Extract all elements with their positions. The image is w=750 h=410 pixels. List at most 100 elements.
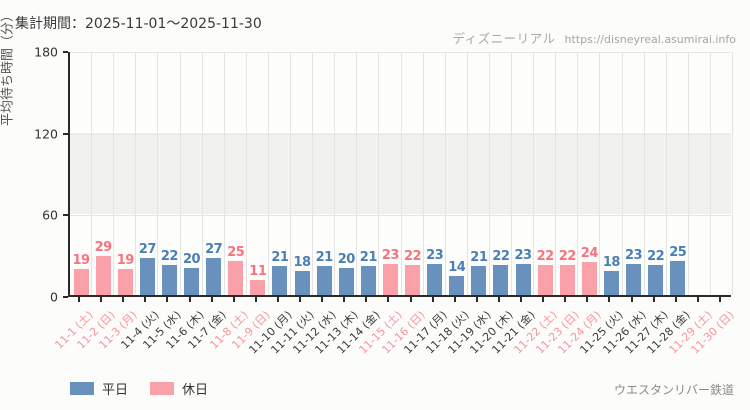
bar-11-11 (火)[interactable] bbox=[294, 270, 310, 295]
x-axis: 11-1 (土) 11-2 (日) 11-3 (月) 11-4 (火) 11-5 (水)… bbox=[52, 297, 737, 369]
bar-value: 21 bbox=[470, 250, 488, 266]
bar-11-1 (土)[interactable] bbox=[73, 269, 89, 295]
bar-11-4 (火)[interactable] bbox=[139, 258, 155, 295]
x-tick-mark bbox=[696, 297, 699, 302]
x-tick-mark bbox=[122, 297, 125, 302]
x-tick-mark bbox=[100, 297, 103, 302]
bar-value: 20 bbox=[183, 251, 201, 267]
bar-value: 22 bbox=[160, 249, 179, 265]
gridline-vertical bbox=[555, 52, 557, 295]
bar-11-12 (水)[interactable] bbox=[316, 266, 332, 295]
gridline-horizontal bbox=[70, 133, 731, 135]
report-period-title: 集計期間：2025-11-01～2025-11-30 bbox=[15, 16, 262, 32]
bar-value: 21 bbox=[315, 250, 334, 266]
legend-label: 休日 bbox=[182, 383, 209, 398]
bar-11-14 (金)[interactable] bbox=[360, 266, 376, 295]
x-tick-mark bbox=[431, 297, 434, 302]
legend-item-weekday[interactable]: 平日 bbox=[70, 379, 128, 398]
x-tick-mark bbox=[564, 297, 567, 302]
bar-value: 24 bbox=[580, 246, 599, 262]
bar-value: 25 bbox=[227, 244, 245, 260]
bar-value: 22 bbox=[647, 249, 665, 265]
bar-11-23 (日)[interactable] bbox=[559, 265, 575, 295]
watermark: ディズニーリアル https://disneyreal.asumirai.inf… bbox=[452, 28, 736, 47]
x-tick-mark bbox=[652, 297, 655, 302]
bar-value: 29 bbox=[94, 239, 113, 255]
watermark-brand: ディズニーリアル bbox=[452, 31, 556, 46]
gridline-vertical bbox=[444, 52, 446, 295]
x-tick-mark bbox=[210, 297, 213, 302]
y-tick-label: 180 bbox=[34, 44, 58, 60]
bar-value: 21 bbox=[359, 250, 378, 266]
x-tick-mark bbox=[188, 297, 191, 302]
bar-11-15 (土)[interactable] bbox=[382, 263, 398, 295]
legend-swatch-weekday bbox=[70, 382, 94, 395]
bar-11-20 (木)[interactable] bbox=[493, 265, 509, 295]
y-tick-mark bbox=[63, 51, 68, 53]
legend-item-holiday[interactable]: 休日 bbox=[150, 379, 208, 398]
bar-11-8 (土)[interactable] bbox=[228, 260, 244, 295]
x-tick-mark bbox=[166, 297, 169, 302]
gridline-vertical bbox=[356, 52, 358, 295]
x-tick-mark bbox=[409, 297, 412, 302]
x-tick-mark bbox=[78, 297, 81, 302]
x-tick-mark bbox=[475, 297, 478, 302]
gridline-vertical bbox=[157, 52, 159, 295]
bar-value: 20 bbox=[337, 251, 356, 267]
gridline-vertical bbox=[290, 52, 291, 295]
gridline-vertical bbox=[91, 52, 93, 295]
bar-11-19 (水)[interactable] bbox=[471, 266, 487, 295]
gridline-vertical bbox=[179, 52, 181, 295]
bar-value: 23 bbox=[426, 247, 444, 263]
gridline-vertical bbox=[334, 52, 336, 295]
x-tick-mark bbox=[674, 297, 677, 302]
x-tick-mark bbox=[276, 297, 279, 302]
x-tick-mark bbox=[453, 297, 456, 302]
gridline-vertical bbox=[511, 52, 512, 295]
bar-11-22 (土)[interactable] bbox=[537, 265, 553, 295]
bar-11-5 (水)[interactable] bbox=[161, 265, 177, 295]
bar-11-10 (月)[interactable] bbox=[272, 266, 288, 295]
y-tick-mark bbox=[63, 296, 68, 298]
bar-11-24 (月)[interactable] bbox=[581, 262, 597, 295]
y-tick-label: 120 bbox=[34, 126, 58, 142]
y-axis: 0 60 120 180 bbox=[0, 45, 68, 305]
bar-11-26 (水)[interactable] bbox=[626, 263, 642, 295]
gridline-vertical bbox=[621, 52, 623, 295]
gridline-vertical bbox=[488, 52, 490, 295]
gridline-horizontal bbox=[70, 52, 731, 53]
x-tick-mark bbox=[299, 297, 302, 302]
y-tick-label: 0 bbox=[50, 289, 58, 305]
bar-11-2 (日)[interactable] bbox=[95, 255, 111, 295]
bar-11-18 (火)[interactable] bbox=[449, 275, 465, 295]
bar-11-17 (月)[interactable] bbox=[427, 263, 443, 295]
gridline-vertical bbox=[245, 52, 247, 295]
gridline-vertical bbox=[577, 52, 579, 295]
bar-11-25 (火)[interactable] bbox=[603, 270, 619, 295]
bar-11-6 (木)[interactable] bbox=[184, 267, 200, 295]
x-tick-mark bbox=[144, 297, 147, 302]
bar-11-13 (木)[interactable] bbox=[338, 267, 354, 295]
bar-value: 18 bbox=[602, 254, 621, 270]
bar-11-21 (金)[interactable] bbox=[515, 263, 531, 295]
bar-11-28 (金)[interactable] bbox=[670, 260, 686, 295]
gridline-vertical bbox=[422, 52, 424, 295]
gridline-vertical bbox=[113, 52, 115, 295]
bar-value: 22 bbox=[404, 249, 422, 265]
bar-value: 22 bbox=[558, 249, 577, 265]
bar-11-3 (月)[interactable] bbox=[117, 269, 133, 295]
plot-area: 19 29 19 27 22 20 27 25 11 21 18 21 20 21 23 22 23 14 21 22… bbox=[68, 52, 733, 297]
gridline-vertical bbox=[533, 52, 535, 295]
bar-value: 22 bbox=[492, 249, 510, 265]
bar-value: 25 bbox=[669, 244, 687, 260]
bar-value: 19 bbox=[72, 253, 91, 269]
bar-11-16 (日)[interactable] bbox=[405, 265, 421, 295]
y-tick-label: 60 bbox=[42, 207, 58, 223]
bar-11-27 (木)[interactable] bbox=[648, 265, 664, 295]
x-tick-mark bbox=[542, 297, 545, 302]
gridline-horizontal bbox=[70, 215, 731, 217]
bar-11-9 (日)[interactable] bbox=[250, 280, 266, 295]
watermark-url: https://disneyreal.asumirai.info bbox=[564, 33, 736, 46]
bar-11-7 (金)[interactable] bbox=[206, 258, 222, 295]
